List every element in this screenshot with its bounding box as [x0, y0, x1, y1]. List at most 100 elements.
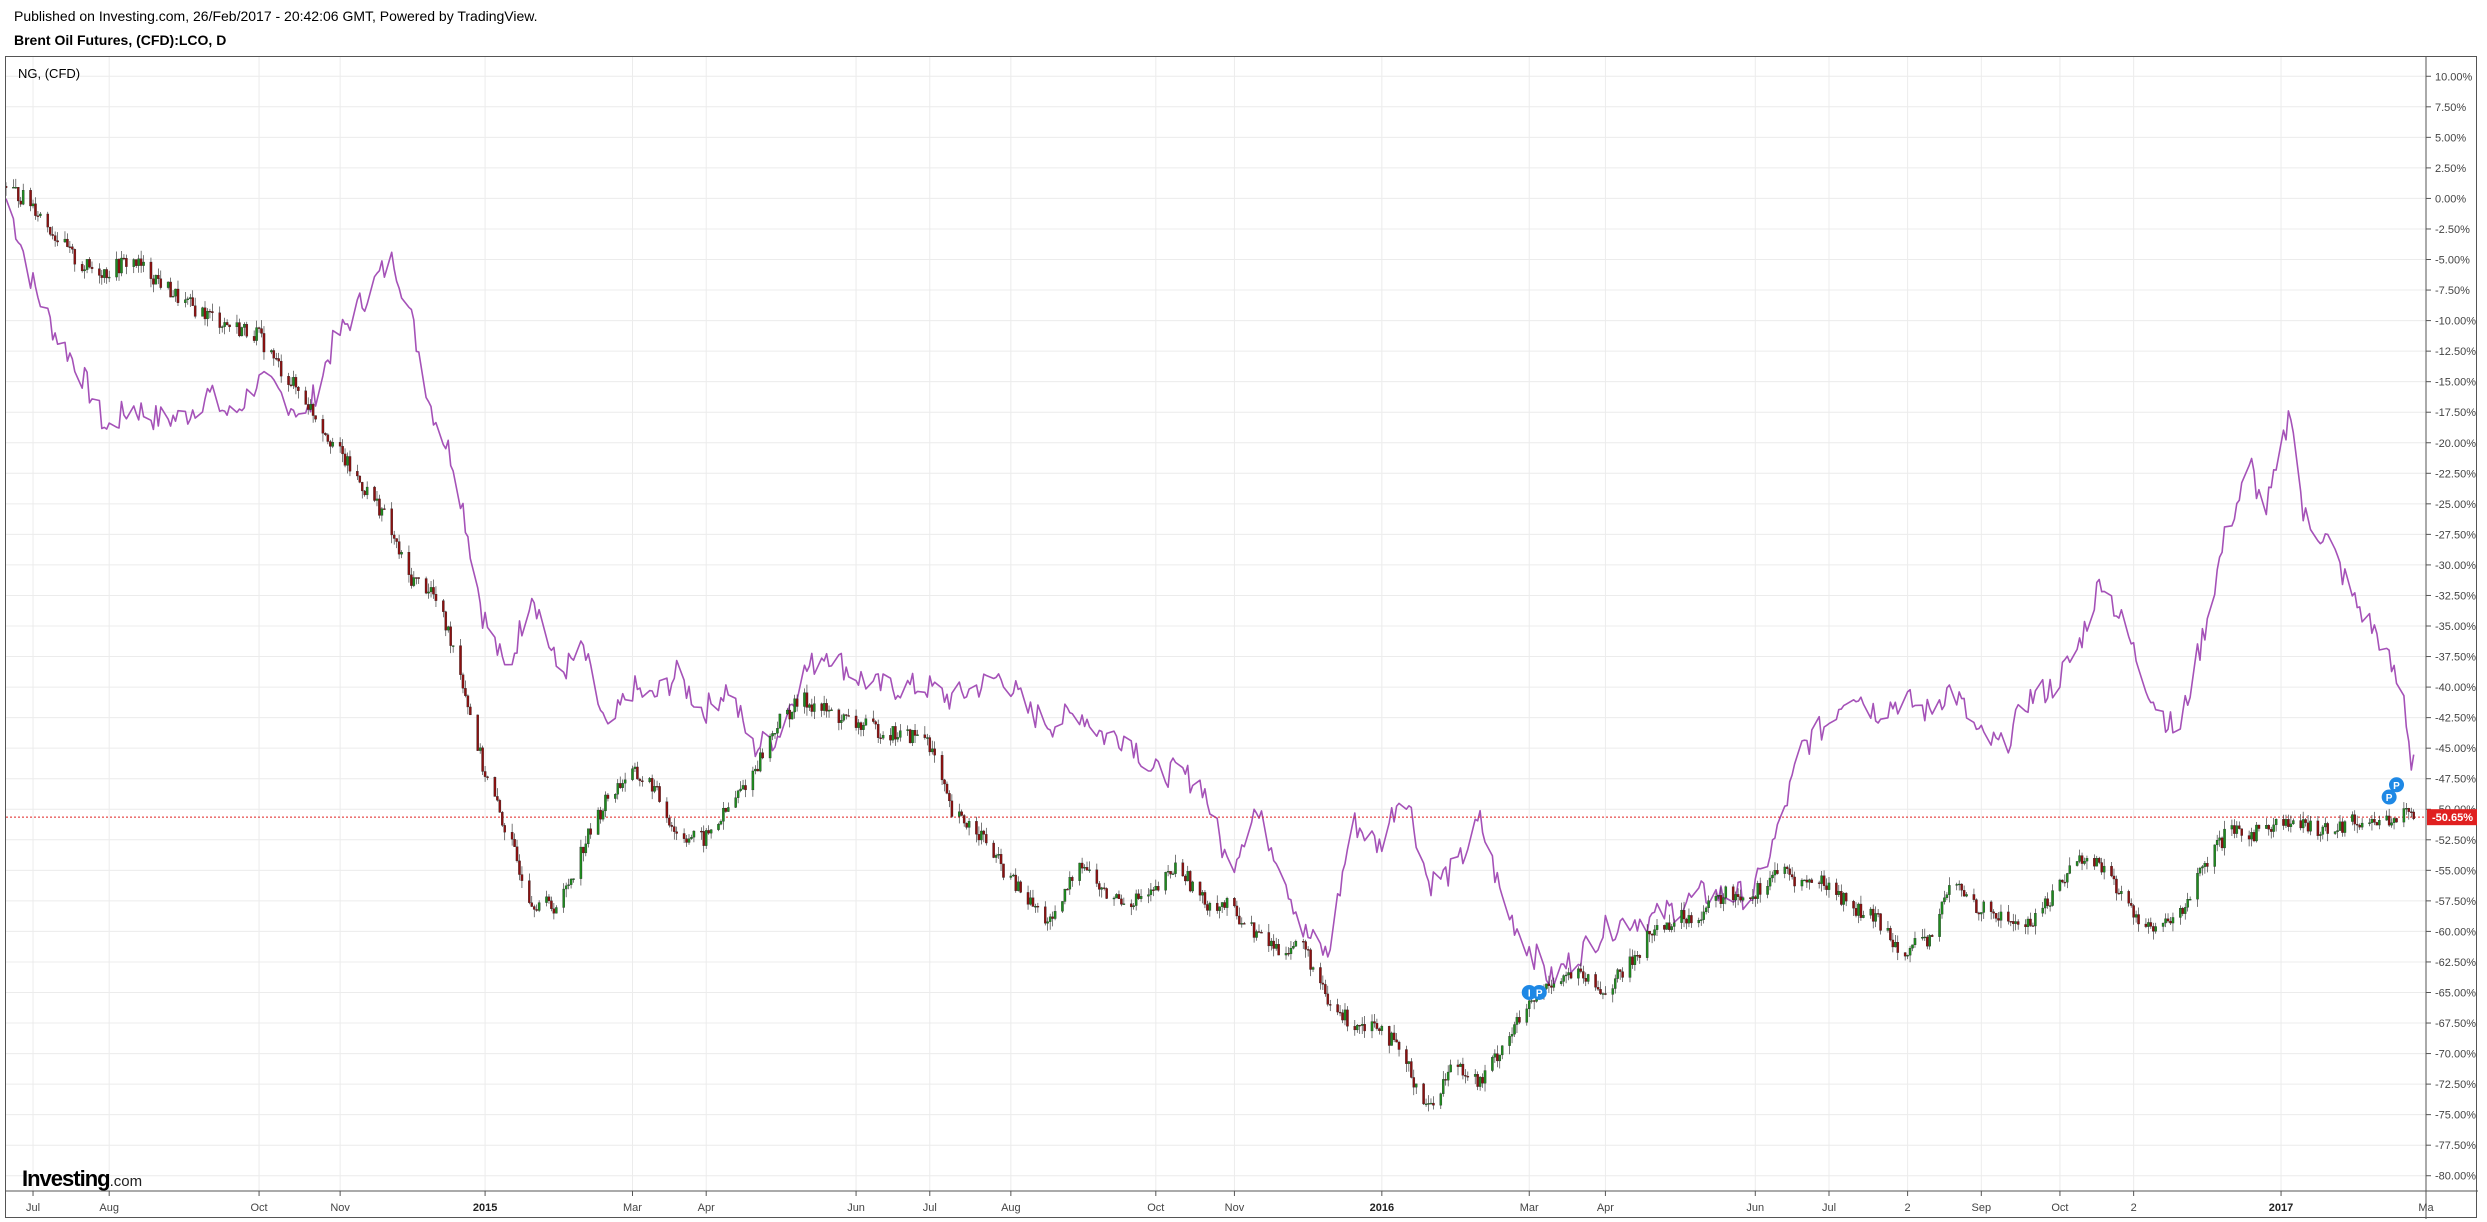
candle-body: [1157, 886, 1160, 891]
candle-body: [2218, 837, 2221, 841]
candle-body: [1292, 946, 1295, 949]
candle-body: [191, 297, 194, 306]
candle-body: [193, 305, 197, 317]
candle-body: [1894, 942, 1897, 948]
candle-body: [1476, 1074, 1479, 1087]
candle-body: [1432, 1102, 1435, 1106]
candle-body: [1063, 888, 1067, 902]
candle-body: [220, 326, 224, 328]
candle-body: [2095, 857, 2099, 867]
candle-body: [2235, 825, 2239, 834]
y-tick-label: 2.50%: [2435, 163, 2466, 175]
candle-body: [1859, 903, 1863, 918]
candle-body: [599, 809, 602, 820]
candle-body: [803, 692, 806, 707]
candle-body: [2152, 926, 2155, 932]
price-chart[interactable]: I PPP 10.00%7.50%5.00%2.50%0.00%-2.50%-5.…: [6, 57, 2478, 1219]
candle-body: [980, 830, 983, 841]
y-tick-label: -72.50%: [2435, 1079, 2476, 1091]
candle-body: [1957, 883, 1961, 886]
candle-body: [415, 577, 418, 579]
candle-body: [289, 384, 293, 386]
candle-body: [383, 508, 386, 510]
candle-body: [1306, 949, 1310, 951]
candle-body: [1240, 923, 1244, 925]
candle-body: [1378, 1028, 1381, 1031]
candle-body: [6, 186, 8, 188]
candle-body: [380, 508, 384, 516]
candle-body: [1122, 903, 1126, 905]
candle-body: [2011, 921, 2015, 924]
candle-body: [117, 258, 121, 274]
y-tick-label: -40.00%: [2435, 682, 2476, 694]
candle-body: [270, 350, 273, 353]
candle-body: [98, 268, 101, 276]
x-tick-label: Nov: [330, 1202, 350, 1214]
candle-body: [1083, 867, 1086, 869]
candle-body: [66, 238, 69, 247]
candle-body: [569, 878, 573, 885]
candle-body: [1699, 919, 1703, 921]
candle-body: [614, 794, 617, 799]
candle-body: [2007, 911, 2010, 922]
candle-body: [31, 203, 35, 207]
candle-body: [636, 766, 639, 780]
candle-body: [2075, 861, 2079, 866]
event-marker[interactable]: [2381, 789, 2397, 805]
candle-body: [857, 722, 860, 728]
candle-body: [1756, 883, 1759, 899]
candle-body: [2407, 808, 2411, 812]
candle-body: [717, 824, 720, 830]
candle-body: [1896, 942, 1900, 953]
candle-body: [1638, 955, 1642, 958]
candle-body: [1508, 1036, 1511, 1046]
candle-body: [451, 645, 455, 647]
candle-body: [1169, 871, 1172, 875]
candle-body: [48, 226, 52, 235]
event-marker[interactable]: [2389, 777, 2405, 793]
candle-body: [68, 246, 72, 248]
y-tick-label: -65.00%: [2435, 987, 2476, 999]
candle-body: [1414, 1083, 1418, 1088]
candle-body: [309, 404, 312, 410]
candle-body: [537, 902, 541, 911]
candle-body: [444, 611, 448, 631]
candle-body: [1201, 892, 1204, 896]
candle-body: [1655, 925, 1659, 930]
candle-body: [864, 718, 868, 726]
candle-body: [2100, 862, 2103, 873]
candle-body: [1564, 974, 1568, 977]
candle-body: [555, 907, 558, 914]
candle-body: [1768, 877, 1772, 887]
y-tick-label: -15.00%: [2435, 377, 2476, 389]
candle-body: [1341, 1012, 1344, 1021]
x-tick-label: Jun: [1746, 1202, 1764, 1214]
candle-body: [424, 578, 428, 594]
current-price-label: -50.65%: [2432, 812, 2473, 824]
candle-body: [618, 783, 622, 788]
candle-body: [1181, 862, 1185, 877]
candle-body: [1997, 918, 2000, 921]
candle-body: [228, 324, 231, 328]
candle-body: [1424, 1103, 1428, 1106]
candle-body: [1164, 872, 1167, 891]
candle-body: [648, 778, 651, 783]
candle-body: [1429, 1102, 1433, 1105]
candle-body: [1741, 897, 1745, 901]
event-marker[interactable]: [1531, 984, 1547, 1000]
candle-body: [1009, 875, 1013, 878]
candle-body: [584, 843, 588, 854]
candle-body: [2058, 879, 2062, 891]
candle-body: [2326, 823, 2329, 834]
y-tick-label: -77.50%: [2435, 1140, 2476, 1152]
candle-body: [704, 830, 708, 846]
candle-body: [1026, 892, 1030, 905]
candle-body: [768, 735, 772, 759]
candle-body: [741, 785, 745, 790]
candle-body: [638, 778, 642, 781]
candle-body: [2292, 820, 2295, 825]
candle-body: [813, 703, 816, 712]
candle-body: [1326, 993, 1330, 1005]
candle-body: [1559, 981, 1563, 984]
